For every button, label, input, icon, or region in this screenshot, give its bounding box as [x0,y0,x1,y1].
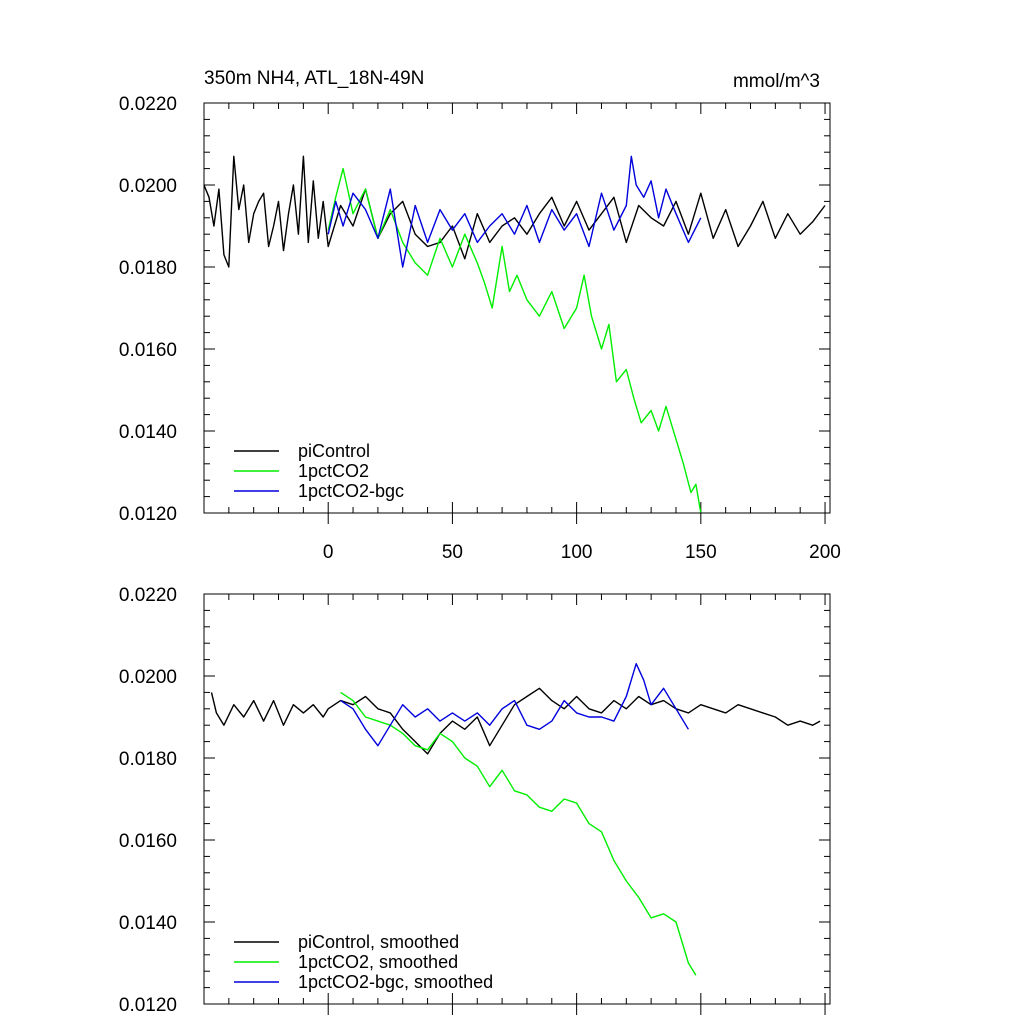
legend-label: 1pctCO2-bgc, smoothed [298,972,493,992]
top-plot-panel: 350m NH4, ATL_18N-49N mmol/m^3 0.02200.0… [119,68,841,563]
y-tick-label: 0.0200 [119,176,177,197]
y-tick-label: 0.0120 [119,504,177,525]
bottom-y-tick-labels: 0.0220 0.0200 0.0180 0.0160 0.0140 0.0120 [119,585,177,1016]
legend-label: piControl, smoothed [298,932,459,952]
legend-label: 1pctCO2 [298,461,369,481]
bottom-plot-frame [203,593,831,1005]
y-tick-label: 0.0220 [119,585,177,606]
x-tick-label: 0 [323,542,334,563]
series-line-3 [327,155,702,268]
y-tick-label: 0.0200 [119,667,177,688]
y-tick-label: 0.0180 [119,258,177,279]
y-tick-label: 0.0140 [119,913,177,934]
x-tick-label: 200 [809,542,841,563]
y-tick-label: 0.0220 [119,94,177,115]
legend-label: piControl [298,441,370,461]
y-tick-label: 0.0180 [119,749,177,770]
y-tick-label: 0.0120 [119,995,177,1016]
plot-title: 350m NH4, ATL_18N-49N [204,68,424,89]
bottom-axis-ticks [204,593,830,1015]
series-line-3 [340,663,689,747]
series-line-1 [210,687,821,755]
x-tick-label: 150 [685,542,717,563]
legend-label: 1pctCO2, smoothed [298,952,458,972]
y-tick-label: 0.0160 [119,831,177,852]
y-tick-label: 0.0160 [119,340,177,361]
series-line-2 [340,691,697,976]
series-line-2 [327,167,702,513]
bottom-plot-panel: 0.0220 0.0200 0.0180 0.0160 0.0140 0.0120 piC… [119,585,831,1016]
bottom-series-lines [210,663,821,976]
top-plot-frame [203,102,831,514]
x-tick-label: 100 [561,542,593,563]
legend-label: 1pctCO2-bgc [298,481,404,501]
top-y-tick-labels: 0.0220 0.0200 0.0180 0.0160 0.0140 0.0120 [119,94,177,525]
y-tick-label: 0.0140 [119,422,177,443]
top-x-tick-labels: 0 50 100 150 200 [323,542,841,563]
top-series-lines [204,155,826,513]
plot-units-label: mmol/m^3 [733,71,820,92]
x-tick-label: 50 [442,542,463,563]
series-line-1 [204,155,826,268]
